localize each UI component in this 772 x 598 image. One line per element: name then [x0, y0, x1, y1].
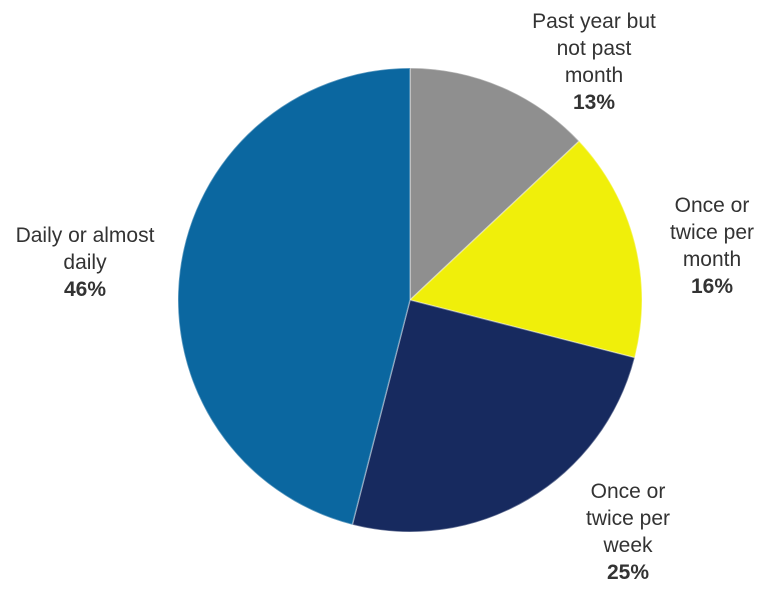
value-label: 13% — [572, 91, 616, 114]
category-label: Once or twice per week — [585, 480, 671, 557]
slice-label: Daily or almost daily 46% — [15, 222, 155, 303]
pie-slice — [408, 140, 643, 359]
slice-label: Once or twice per week 25% — [568, 478, 688, 586]
category-label: Past year but not past month — [532, 10, 656, 87]
pie-slice — [351, 299, 636, 533]
value-label: 25% — [606, 561, 650, 584]
slice-label: Once or twice per month 16% — [652, 192, 772, 300]
pie-slice — [409, 67, 581, 302]
slice-label: Past year but not past month 13% — [527, 8, 662, 116]
value-label: 46% — [63, 278, 107, 301]
category-label: Once or twice per month — [669, 194, 755, 271]
pie-slice — [177, 67, 411, 526]
category-label: Daily or almost daily — [15, 224, 155, 274]
value-label: 16% — [690, 275, 734, 298]
